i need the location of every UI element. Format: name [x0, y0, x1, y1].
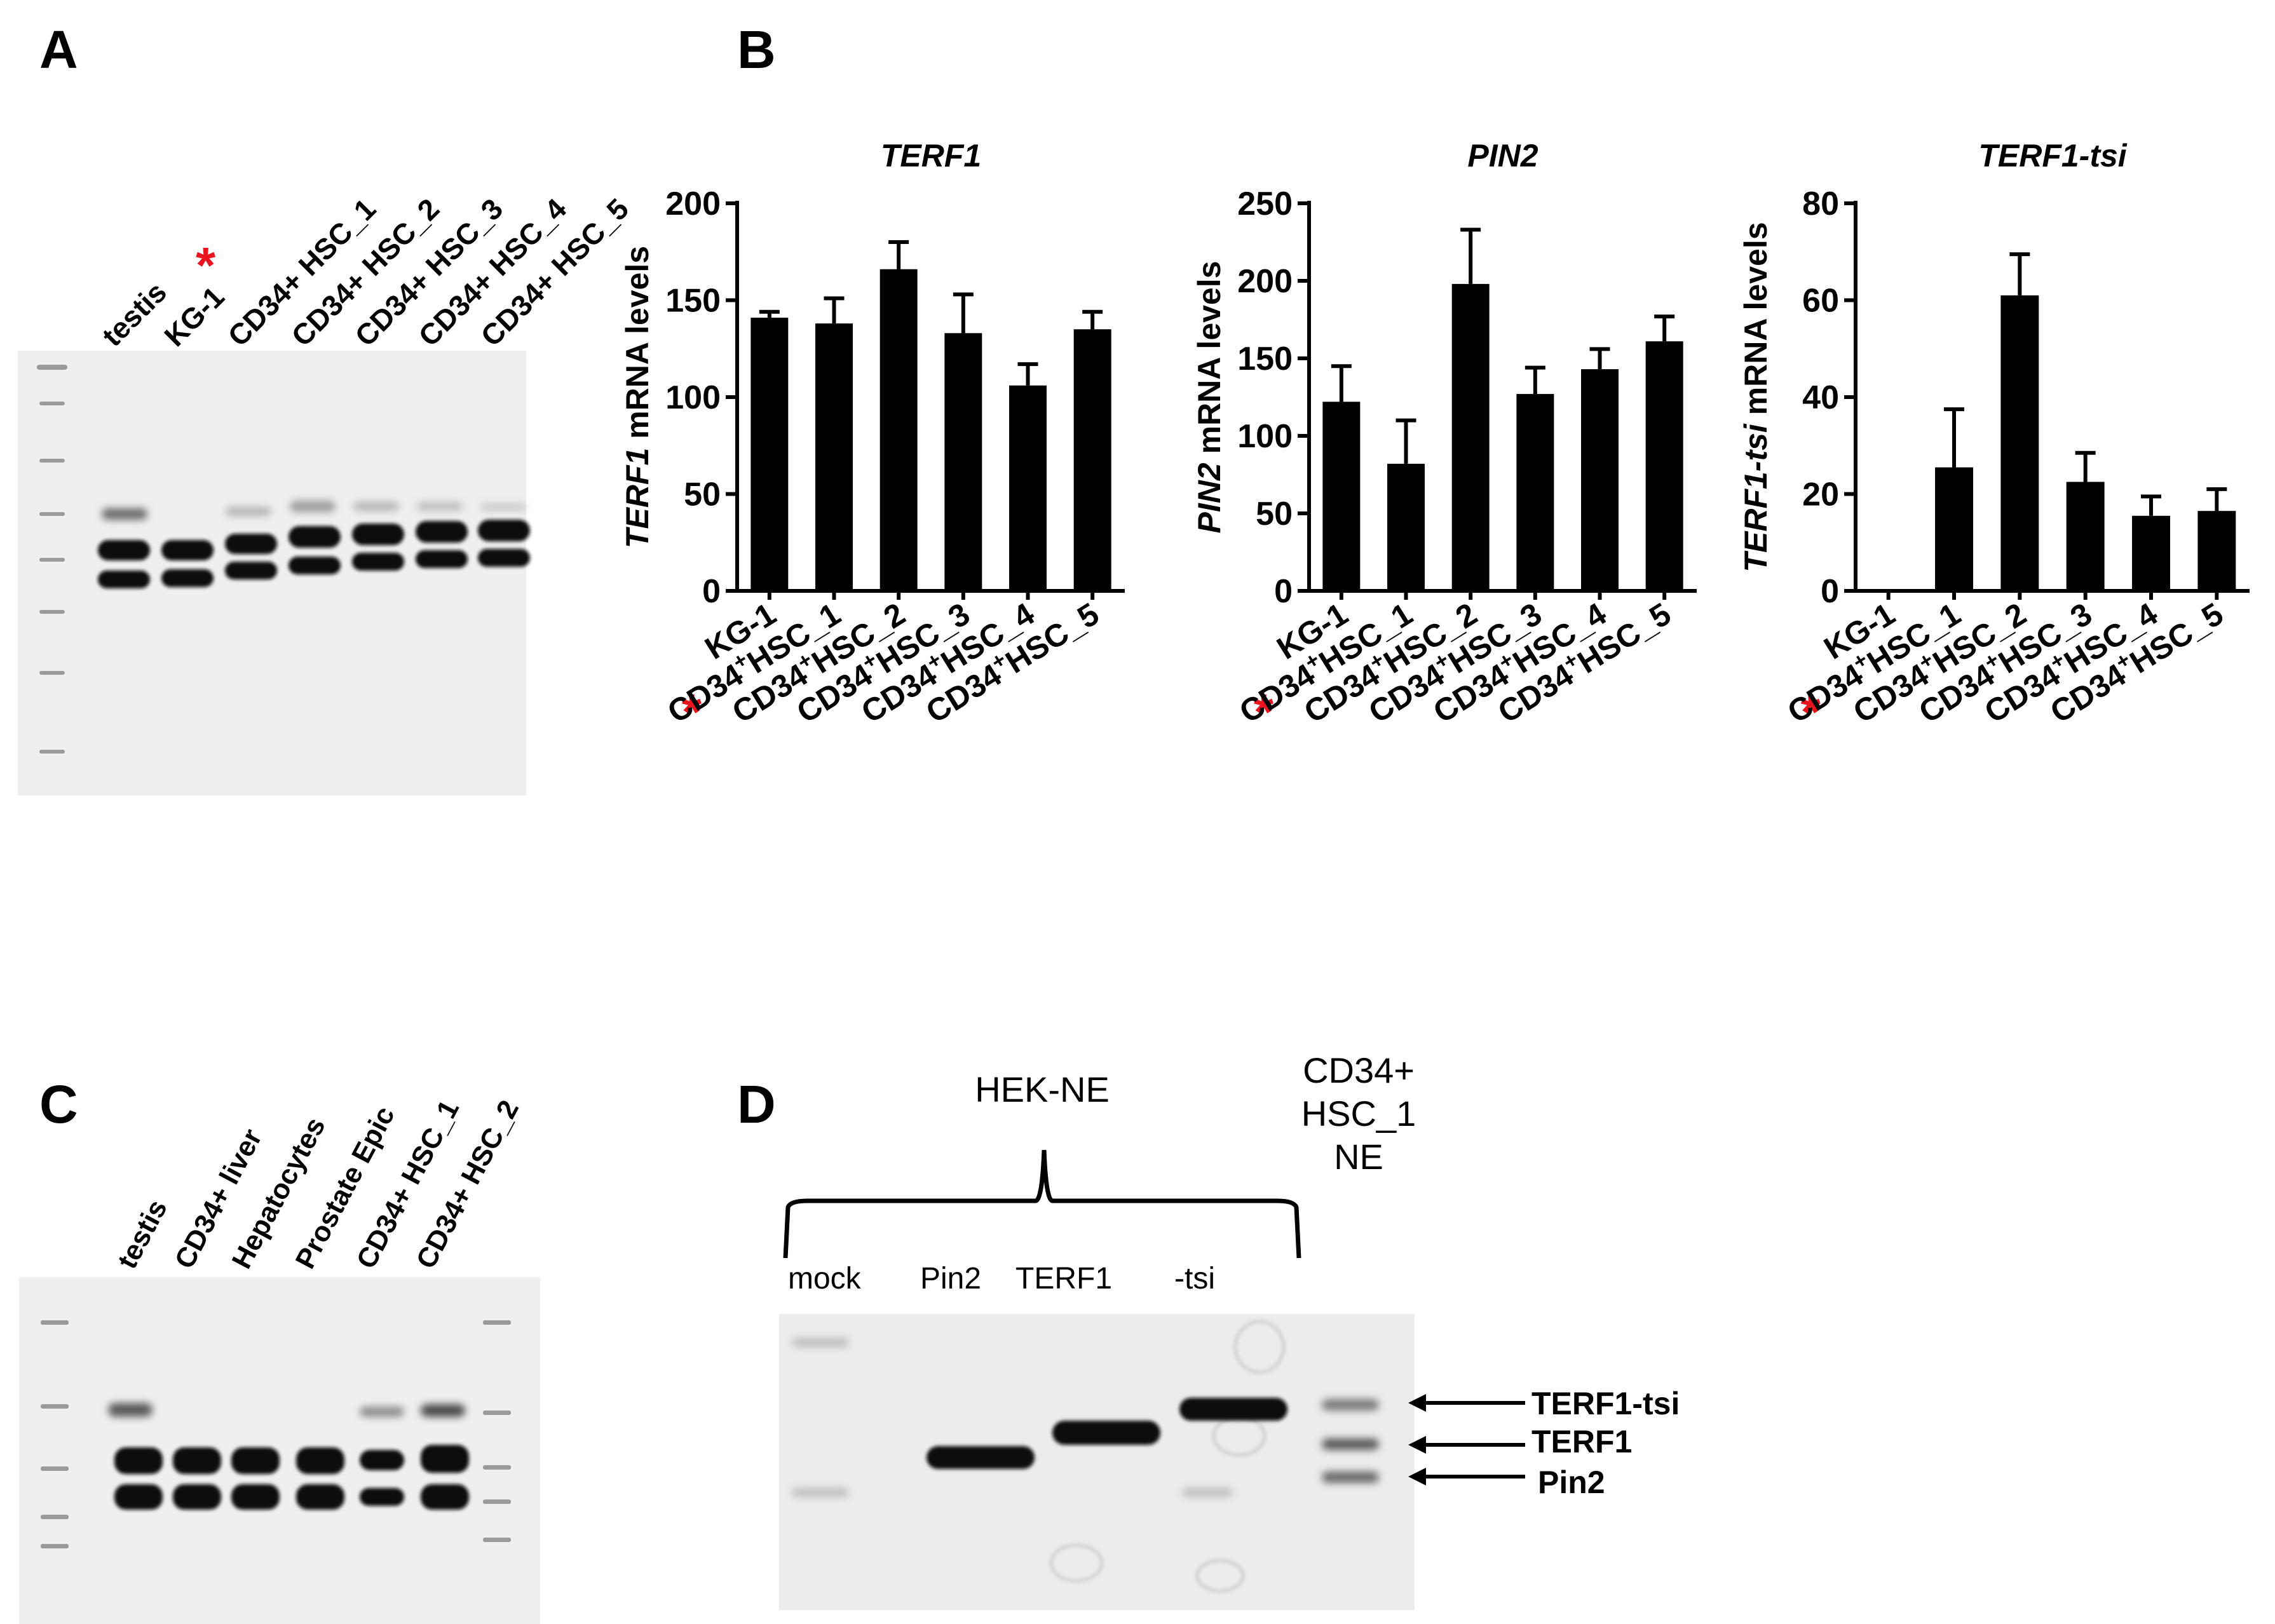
panel-letter-a: A: [39, 20, 78, 79]
y-tick-label: 50: [1256, 496, 1293, 532]
panel-d-figure: HEK-NE CD34+ HSC_1 NE mock Pin2 TERF1 -t…: [779, 1055, 1680, 1610]
panel-d-lane-labels: mock Pin2 TERF1 -tsi: [788, 1262, 1215, 1296]
band-arrows: [1408, 1394, 1525, 1485]
group-label-hek-ne: HEK-NE: [975, 1069, 1110, 1109]
lane-label-pin2: Pin2: [920, 1262, 981, 1296]
y-axis-label-terf1: TERF1 mRNA levels: [620, 246, 655, 548]
lane-label-testis-c: testis: [112, 1194, 173, 1274]
y-tick-label: 100: [665, 379, 721, 416]
bracket-hek-ne: [783, 1149, 1301, 1259]
y-axis-label-unit: mRNA levels: [1192, 261, 1227, 463]
gel-d: [779, 1314, 1415, 1610]
lane-label-kg1: KG-1: [158, 280, 230, 353]
y-tick-label: 0: [1821, 573, 1839, 610]
panel-a-figure: testis KG-1 * CD34+ HSC_1 CD34+ HSC_2 CD…: [18, 192, 635, 795]
gel-d-faint-bands: [792, 1338, 1379, 1497]
lane-label-tsi: -tsi: [1174, 1262, 1215, 1296]
asterisk-kg1-chart: *: [1254, 684, 1274, 740]
x-tick-label-prefix: CD34: [1781, 657, 1869, 730]
bar-cd34-hsc-1: [1387, 463, 1425, 591]
panel-letter-d: D: [737, 1074, 776, 1134]
y-axis-label-unit: mRNA levels: [620, 246, 655, 448]
y-tick-label: 100: [1237, 418, 1293, 455]
band-label-terf1: TERF1: [1531, 1424, 1632, 1459]
bar-kg-1: [1322, 402, 1361, 591]
bar-kg-1: [750, 317, 789, 591]
y-tick-label: 50: [684, 477, 721, 513]
bar-cd34-hsc-4: [1581, 369, 1619, 591]
y-tick-label: 40: [1802, 379, 1839, 416]
asterisk-kg1-chart: *: [1801, 684, 1821, 740]
gel-a-bands: [98, 520, 530, 588]
gel-c-ladder-left: [41, 1320, 69, 1548]
chart-title-pin2: PIN2: [1467, 138, 1538, 173]
chart-title-terf1-tsi: TERF1-tsi: [1978, 138, 2127, 173]
gel-a-faint-bands: [102, 501, 526, 520]
gel-c-ladder-right: [483, 1320, 511, 1542]
y-tick-label: 80: [1802, 186, 1839, 222]
y-tick-label: 250: [1237, 186, 1293, 222]
y-tick-label: 150: [1237, 341, 1293, 377]
y-tick-label: 20: [1802, 477, 1839, 513]
side-label-cd34-hsc1-ne: CD34+ HSC_1 NE: [1301, 1055, 1416, 1177]
bar-cd34-hsc-1: [1935, 467, 1973, 591]
bar-cd34-hsc-2: [2000, 295, 2039, 591]
panel-c-lane-labels: testis CD34+ liver Hepatocytes Prostate …: [112, 1095, 525, 1274]
asterisk-kg1: *: [196, 237, 216, 294]
bar-cd34-hsc-3: [944, 333, 982, 591]
y-tick-label: 150: [665, 283, 721, 320]
bar-cd34-hsc-2: [879, 269, 918, 591]
side-label-line-3: NE: [1334, 1137, 1383, 1177]
arrow-pin2-head: [1408, 1468, 1426, 1485]
lane-label-testis: testis: [95, 275, 173, 353]
asterisk-kg1-chart: *: [682, 684, 702, 740]
bar-cd34-hsc-5: [1645, 341, 1683, 591]
y-tick-label: 60: [1802, 283, 1839, 320]
lane-label-terf1: TERF1: [1015, 1262, 1112, 1296]
y-tick-label: 200: [665, 186, 721, 222]
y-axis-label-terf1-tsi: TERF1-tsi mRNA levels: [1738, 222, 1774, 572]
y-axis-label-pin2: PIN2 mRNA levels: [1192, 261, 1227, 534]
bar-cd34-hsc-4: [2132, 515, 2170, 591]
y-tick-label: 200: [1237, 263, 1293, 300]
gel-c-bands: [114, 1445, 469, 1510]
panel-letter-c: C: [39, 1074, 78, 1134]
bar-cd34-hsc-3: [1516, 394, 1554, 591]
bar-cd34-hsc-2: [1451, 283, 1490, 591]
chart-title-terf1: TERF1: [881, 138, 981, 173]
bar-cd34-hsc-5: [1073, 329, 1111, 591]
y-axis-label-gene: TERF1: [620, 448, 655, 548]
panel-a-lane-labels: testis KG-1 * CD34+ HSC_1 CD34+ HSC_2 CD…: [95, 192, 635, 353]
side-label-line-1: CD34+: [1303, 1055, 1415, 1090]
bar-cd34-hsc-3: [2066, 482, 2105, 591]
bar-cd34-hsc-5: [2197, 511, 2236, 591]
y-tick-label: 0: [702, 573, 721, 610]
gel-d-bands: [927, 1398, 1287, 1469]
lane-label-mock: mock: [788, 1262, 862, 1296]
band-label-terf1-tsi: TERF1-tsi: [1531, 1386, 1680, 1421]
panel-letter-b: B: [737, 20, 776, 79]
y-axis-label-unit: mRNA levels: [1738, 222, 1774, 424]
arrow-terf1-tsi-head: [1408, 1394, 1426, 1412]
y-axis-label-gene: TERF1-tsi: [1738, 423, 1774, 572]
gel-a-ladder: [37, 365, 67, 754]
side-label-line-2: HSC_1: [1301, 1093, 1416, 1133]
panel-c-figure: testis CD34+ liver Hepatocytes Prostate …: [19, 1095, 540, 1624]
gel-d-faint-marks: [1050, 1320, 1285, 1592]
y-tick-label: 0: [1274, 573, 1293, 610]
bar-cd34-hsc-4: [1009, 385, 1047, 591]
band-label-pin2: Pin2: [1538, 1465, 1605, 1500]
gel-c-faint-bands: [108, 1403, 465, 1417]
y-axis-label-gene: PIN2: [1192, 463, 1227, 533]
bar-cd34-hsc-1: [815, 323, 853, 591]
arrow-terf1-head: [1408, 1436, 1426, 1454]
band-labels: TERF1-tsi TERF1 Pin2: [1531, 1386, 1680, 1500]
